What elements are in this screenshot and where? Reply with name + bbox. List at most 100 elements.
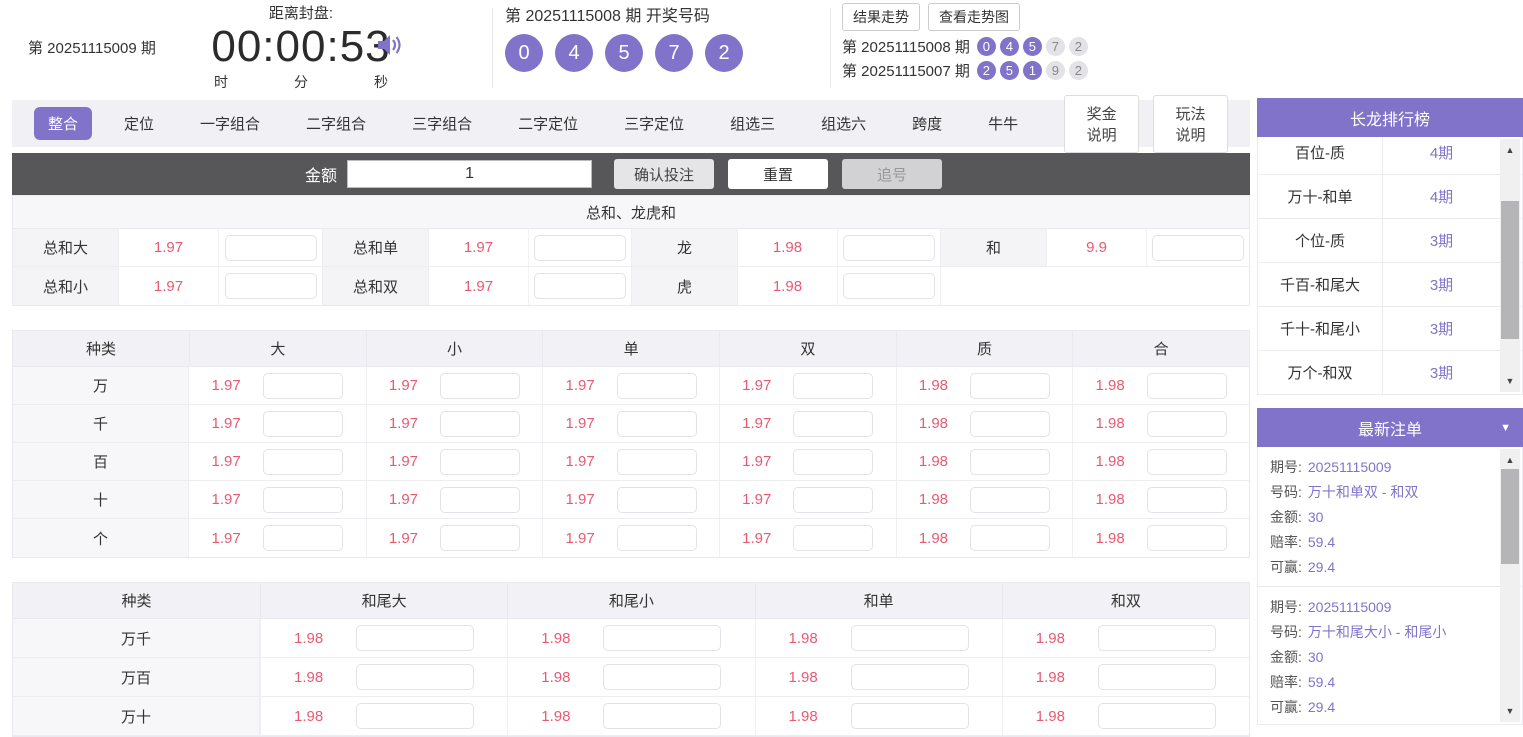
bet-amount-input[interactable] (224, 234, 317, 261)
tab-kuadu[interactable]: 跨度 (912, 116, 943, 133)
bet-amount-input[interactable] (850, 625, 969, 651)
bet-amount-input[interactable] (1146, 448, 1227, 475)
bet-amount-input[interactable] (1097, 664, 1216, 690)
bet-amount-input[interactable] (603, 703, 722, 729)
bet-amount-input[interactable] (1146, 525, 1227, 551)
bet-amount-input[interactable] (263, 410, 344, 437)
bet-amount-input[interactable] (850, 703, 969, 729)
amount-input[interactable] (347, 160, 593, 188)
scroll-down-icon[interactable]: ▼ (1505, 706, 1515, 716)
tab-yizi-zuhe[interactable]: 一字组合 (200, 116, 261, 133)
bet-amount-input[interactable] (263, 486, 344, 513)
dragon-row[interactable]: 个位-质 3期 (1258, 219, 1522, 263)
reset-button[interactable]: 重置 (728, 159, 829, 189)
odds-value: 1.97 (211, 453, 241, 470)
bet-amount-input[interactable] (616, 448, 697, 475)
bet-amount-input[interactable] (440, 448, 521, 475)
bet-amount-input[interactable] (356, 664, 475, 690)
bet-amount-input[interactable] (263, 448, 344, 475)
bet-amount-input[interactable] (356, 703, 475, 729)
bet-amount-input[interactable] (356, 625, 475, 651)
bet-amount-input[interactable] (970, 448, 1051, 475)
dragon-row[interactable]: 万十-和单 4期 (1258, 175, 1522, 219)
header-divider (830, 8, 831, 88)
odds-value: 1.97 (565, 529, 595, 547)
dragon-row[interactable]: 千百-和尾大 3期 (1258, 263, 1522, 307)
bet-amount-input[interactable] (616, 410, 697, 437)
speaker-icon[interactable] (376, 32, 404, 63)
bet-amount-input[interactable] (1097, 703, 1216, 729)
header-divider (492, 8, 493, 88)
scrollbar[interactable]: ▲ ▼ (1500, 139, 1520, 392)
dragon-row[interactable]: 千十-和尾小 3期 (1258, 307, 1522, 351)
dragon-row[interactable]: 万个-和双 3期 (1258, 351, 1522, 394)
bet-amount-input[interactable] (793, 448, 874, 475)
dragon-row[interactable]: 百位-质 4期 (1258, 137, 1522, 175)
result-trend-button[interactable]: 结果走势 (842, 3, 920, 31)
bet-amount-input[interactable] (534, 273, 626, 299)
bet-amount-input[interactable] (1152, 234, 1244, 261)
sum-dragon-tiger-section: 总和、龙虎和 总和大 1.97 总和单 1.97 龙 1.98 和 9.9 总和小 1.9… (12, 195, 1250, 306)
bet-amount-input[interactable] (850, 664, 969, 690)
section-title: 总和、龙虎和 (13, 196, 1249, 229)
bet-amount-input[interactable] (970, 410, 1051, 437)
bet-amount-input[interactable] (793, 410, 874, 437)
tab-erzi-zuhe[interactable]: 二字组合 (306, 116, 367, 133)
tab-erzi-dingwei[interactable]: 二字定位 (518, 116, 579, 133)
bet-amount-input[interactable] (534, 234, 626, 261)
tab-zuxuan-san[interactable]: 组选三 (730, 116, 776, 133)
prize-info-button[interactable]: 奖金说明 (1064, 94, 1140, 153)
bet-amount-input[interactable] (440, 372, 521, 399)
table-row: 总和小 1.97 总和双 1.97 虎 1.98 (13, 267, 1249, 305)
bet-amount-input[interactable] (970, 372, 1051, 399)
bet-amount-input[interactable] (843, 234, 935, 261)
bet-amount-input[interactable] (1146, 486, 1227, 513)
bet-amount-input[interactable] (970, 525, 1051, 551)
bet-amount-input[interactable] (793, 525, 874, 551)
tab-niuniu[interactable]: 牛牛 (988, 116, 1019, 133)
tab-sanzi-zuhe[interactable]: 三字组合 (412, 116, 473, 133)
bet-amount-input[interactable] (616, 486, 697, 513)
tab-zuxuan-liu[interactable]: 组选六 (821, 116, 867, 133)
chevron-down-icon[interactable]: ▼ (1500, 421, 1511, 434)
chase-number-button[interactable]: 追号 (842, 159, 943, 189)
bet-amount-input[interactable] (793, 372, 874, 399)
bet-amount-input[interactable] (263, 525, 344, 551)
bet-amount-input[interactable] (440, 486, 521, 513)
table-row: 百 1.97 1.97 1.97 1.97 1.98 1.98 (13, 443, 1249, 481)
scroll-up-icon[interactable]: ▲ (1505, 145, 1515, 155)
odds-value: 1.97 (565, 453, 595, 470)
bet-amount-input[interactable] (440, 525, 521, 551)
bet-amount-input[interactable] (440, 410, 521, 437)
bet-amount-input[interactable] (224, 273, 317, 299)
sum-tail-section: 种类 和尾大 和尾小 和单 和双 万千 1.98 1.98 1.98 1.98 … (12, 582, 1250, 737)
rules-info-button[interactable]: 玩法说明 (1153, 94, 1228, 153)
scrollbar-thumb[interactable] (1501, 201, 1519, 339)
bet-amount-input[interactable] (616, 525, 697, 551)
tab-sanzi-dingwei[interactable]: 三字定位 (624, 116, 685, 133)
bet-amount-input[interactable] (603, 625, 722, 651)
view-trend-chart-button[interactable]: 查看走势图 (928, 3, 1020, 31)
tab-zhenghe[interactable]: 整合 (34, 107, 93, 140)
scrollbar-thumb[interactable] (1501, 469, 1519, 564)
draw-ball: 5 (605, 34, 643, 72)
dragon-ranking-panel: 长龙排行榜 百位-质 4期 万十-和单 4期 个位-质 3期 千百-和尾大 3期… (1257, 98, 1523, 395)
bet-amount-input[interactable] (970, 486, 1051, 513)
confirm-bet-button[interactable]: 确认投注 (614, 159, 715, 189)
scroll-up-icon[interactable]: ▲ (1505, 455, 1515, 465)
sidebar: 长龙排行榜 百位-质 4期 万十-和单 4期 个位-质 3期 千百-和尾大 3期… (1257, 98, 1523, 725)
bet-amount-input[interactable] (1146, 410, 1227, 437)
bet-amount-input[interactable] (1097, 625, 1216, 651)
bet-amount-input[interactable] (263, 372, 344, 399)
tab-dingwei[interactable]: 定位 (124, 116, 155, 133)
column-header: 种类 (121, 593, 152, 610)
scrollbar[interactable]: ▲ ▼ (1500, 449, 1520, 722)
bet-amount-input[interactable] (1146, 372, 1227, 399)
scroll-down-icon[interactable]: ▼ (1505, 376, 1515, 386)
history-period: 第 20251115008 期 (842, 39, 970, 56)
order-amount-label: 金额: (1270, 649, 1302, 665)
bet-amount-input[interactable] (843, 273, 935, 299)
bet-amount-input[interactable] (616, 372, 697, 399)
bet-amount-input[interactable] (793, 486, 874, 513)
bet-amount-input[interactable] (603, 664, 722, 690)
